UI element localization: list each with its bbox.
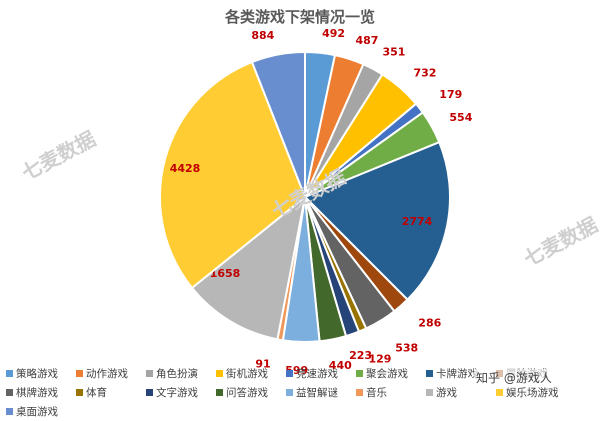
legend-swatch xyxy=(216,370,223,377)
legend-swatch xyxy=(146,370,153,377)
data-label-15: 4428 xyxy=(170,162,201,175)
legend-swatch xyxy=(6,408,13,415)
legend-item-2: 角色扮演 xyxy=(146,366,216,381)
legend-item-15: 娱乐场游戏 xyxy=(496,385,566,400)
legend-swatch xyxy=(356,389,363,396)
pie-chart: 4924873517321795542774286538129223440599… xyxy=(159,27,473,377)
legend-item-14: 游戏 xyxy=(426,385,496,400)
legend-label: 体育 xyxy=(86,387,107,399)
data-label-2: 351 xyxy=(383,45,406,58)
legend-item-13: 音乐 xyxy=(356,385,426,400)
legend-item-0: 策略游戏 xyxy=(6,366,76,381)
data-label-1: 487 xyxy=(356,34,379,47)
legend-label: 卡牌游戏 xyxy=(436,368,478,380)
legend-label: 娱乐场游戏 xyxy=(506,387,559,399)
data-label-3: 732 xyxy=(414,67,437,80)
legend-label: 动作游戏 xyxy=(86,368,128,380)
legend-label: 策略游戏 xyxy=(16,368,58,380)
pie-slice-16 xyxy=(250,50,306,198)
legend-label: 街机游戏 xyxy=(226,368,268,380)
legend-label: 角色扮演 xyxy=(156,368,198,380)
legend-item-8: 棋牌游戏 xyxy=(6,385,76,400)
legend-label: 竞速游戏 xyxy=(296,368,338,380)
data-label-6: 2774 xyxy=(402,215,433,228)
legend-label: 聚会游戏 xyxy=(366,368,408,380)
legend-item-11: 问答游戏 xyxy=(216,385,286,400)
legend-label: 游戏 xyxy=(436,387,457,399)
legend-swatch xyxy=(76,370,83,377)
legend-swatch xyxy=(426,370,433,377)
pie-slice-14 xyxy=(190,194,307,341)
legend-item-6: 卡牌游戏 xyxy=(426,366,496,381)
legend-item-16: 桌面游戏 xyxy=(6,404,76,419)
legend-label: 音乐 xyxy=(366,387,387,399)
data-label-4: 179 xyxy=(439,88,462,101)
legend-label: 桌面游戏 xyxy=(16,406,58,418)
legend-item-1: 动作游戏 xyxy=(76,366,146,381)
data-label-10: 223 xyxy=(349,349,372,362)
data-label-5: 554 xyxy=(449,111,472,124)
pie-slice-15 xyxy=(159,60,307,290)
legend-item-3: 街机游戏 xyxy=(216,366,286,381)
data-label-14: 1658 xyxy=(210,267,241,280)
legend-item-9: 体育 xyxy=(76,385,146,400)
legend-swatch xyxy=(6,370,13,377)
legend-swatch xyxy=(356,370,363,377)
legend-swatch xyxy=(286,389,293,396)
legend-swatch xyxy=(76,389,83,396)
legend-row: 棋牌游戏 体育 文字游戏 问答游戏 益智解谜 音乐 游戏 娱乐场游戏 xyxy=(6,383,566,402)
legend-swatch xyxy=(496,389,503,396)
credit-text: 知乎 @游戏人 xyxy=(474,369,554,386)
data-label-13: 91 xyxy=(255,358,270,371)
legend-item-5: 聚会游戏 xyxy=(356,366,426,381)
pie-slice-6 xyxy=(303,140,451,302)
data-label-9: 129 xyxy=(369,352,392,365)
legend-label: 益智解谜 xyxy=(296,387,338,399)
legend-swatch xyxy=(426,389,433,396)
data-label-16: 884 xyxy=(251,29,274,42)
data-label-7: 286 xyxy=(418,317,441,330)
legend-item-4: 竞速游戏 xyxy=(286,366,356,381)
chart-title: 各类游戏下架情况一览 xyxy=(224,8,375,26)
data-label-0: 492 xyxy=(322,27,345,40)
legend-swatch xyxy=(216,389,223,396)
legend-item-12: 益智解谜 xyxy=(286,385,356,400)
legend-swatch xyxy=(146,389,153,396)
legend-item-10: 文字游戏 xyxy=(146,385,216,400)
legend-swatch xyxy=(6,389,13,396)
legend-label: 文字游戏 xyxy=(156,387,198,399)
data-label-8: 538 xyxy=(395,342,418,355)
legend-label: 棋牌游戏 xyxy=(16,387,58,399)
data-label-11: 440 xyxy=(329,359,352,372)
legend-swatch xyxy=(286,370,293,377)
legend-label: 问答游戏 xyxy=(226,387,268,399)
